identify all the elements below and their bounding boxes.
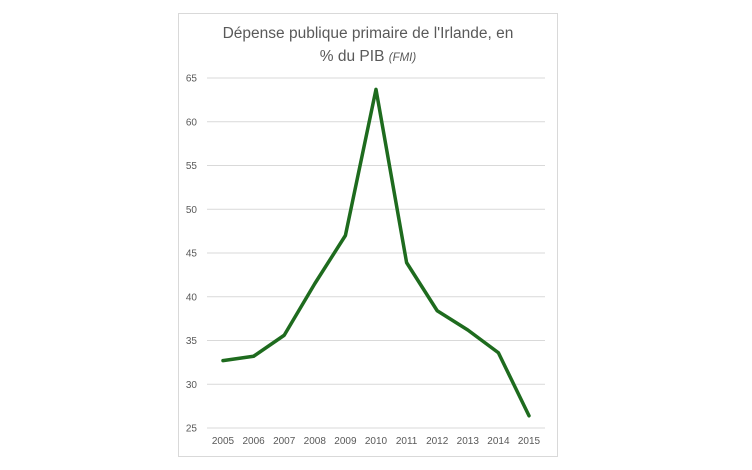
y-tick-label: 65 xyxy=(186,74,198,85)
chart-title-source: (FMI) xyxy=(388,52,417,64)
y-tick-label: 60 xyxy=(186,117,198,128)
chart-title: Dépense publique primaire de l'Irlande, … xyxy=(178,22,558,70)
y-tick-label: 25 xyxy=(186,424,198,435)
x-tick-label: 2011 xyxy=(396,436,418,447)
chart-title-line1: Dépense publique primaire de l'Irlande, … xyxy=(222,25,514,42)
chart-title-line2: % du PIB xyxy=(319,48,385,65)
x-tick-label: 2007 xyxy=(273,436,296,447)
y-tick-label: 45 xyxy=(186,249,198,260)
x-tick-label: 2015 xyxy=(518,436,541,447)
x-tick-label: 2008 xyxy=(304,436,327,447)
x-tick-label: 2010 xyxy=(365,436,388,447)
y-tick-label: 50 xyxy=(186,205,198,216)
y-tick-label: 35 xyxy=(186,336,198,347)
x-tick-label: 2012 xyxy=(426,436,449,447)
x-tick-label: 2014 xyxy=(487,436,510,447)
x-tick-label: 2005 xyxy=(212,436,235,447)
x-tick-label: 2006 xyxy=(242,436,265,447)
chart-area xyxy=(178,13,558,457)
x-tick-label: 2013 xyxy=(457,436,480,447)
y-tick-label: 30 xyxy=(186,380,198,391)
y-tick-label: 40 xyxy=(186,292,198,303)
y-tick-label: 55 xyxy=(186,161,198,172)
x-tick-label: 2009 xyxy=(334,436,357,447)
